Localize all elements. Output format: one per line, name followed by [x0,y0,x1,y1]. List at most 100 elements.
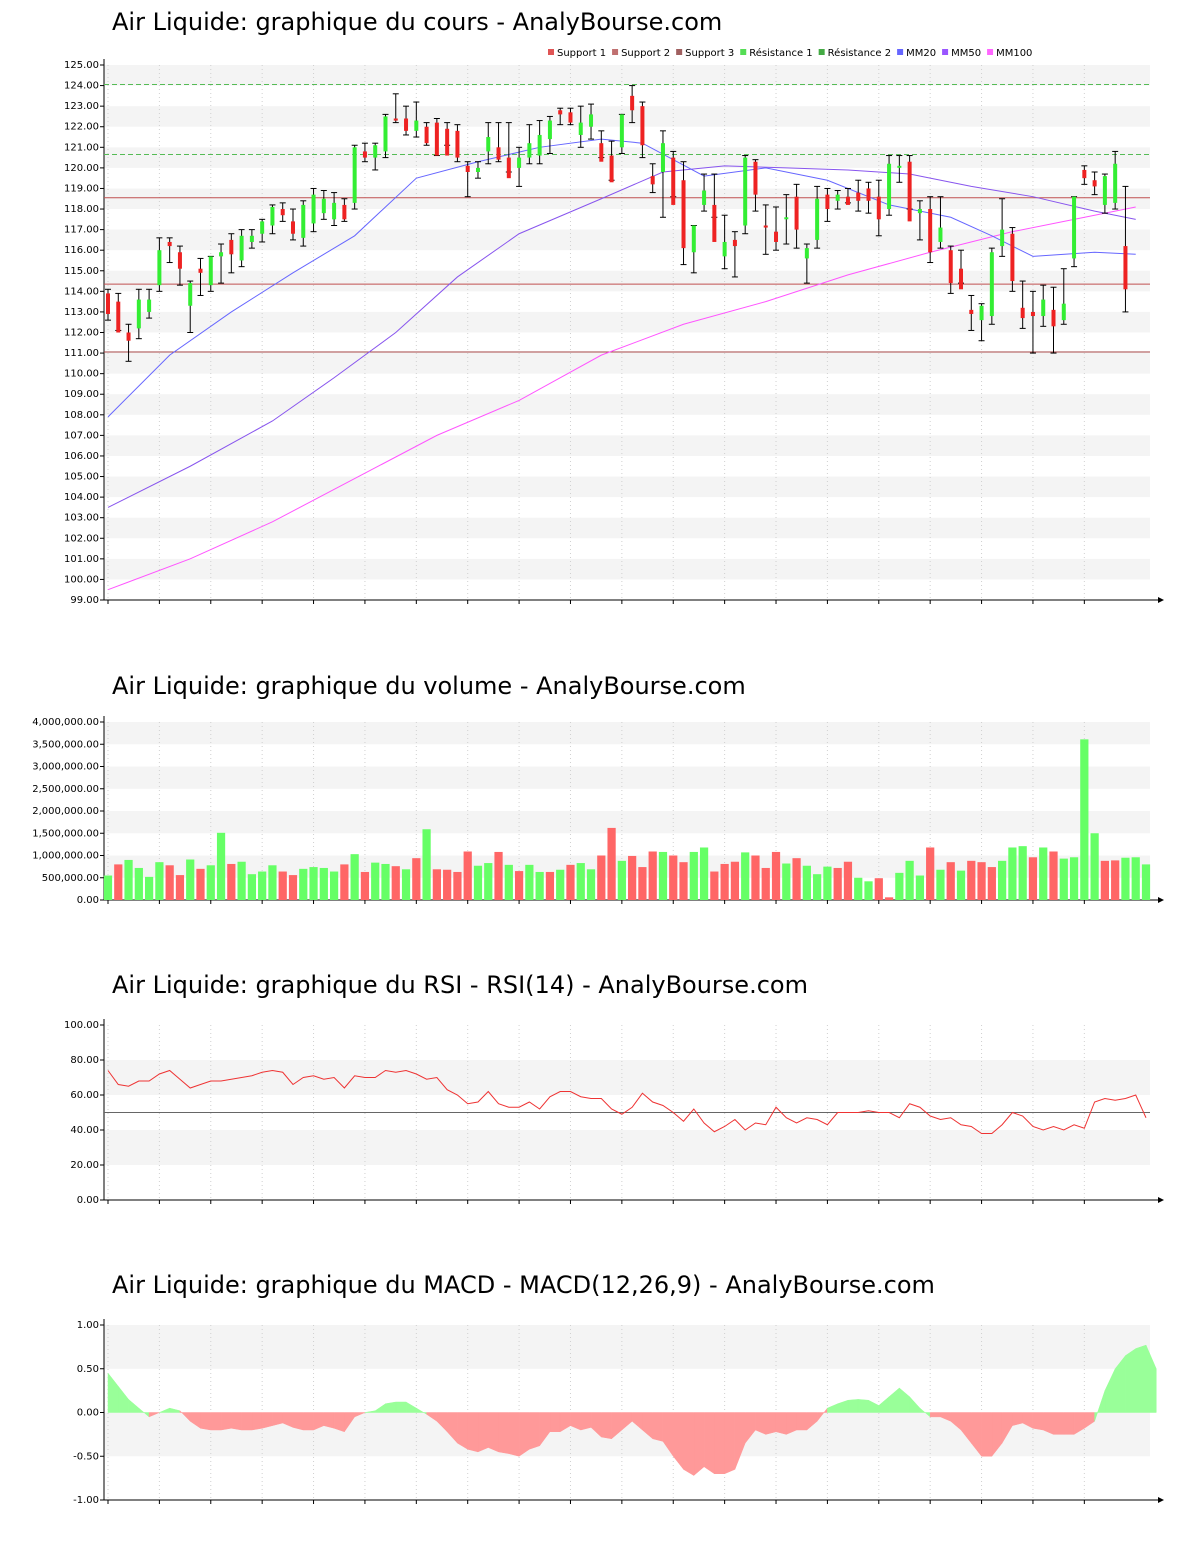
macd-area [1053,1412,1065,1435]
volume-bar [864,881,873,900]
candle-body [1000,229,1005,247]
volume-bar [350,854,359,900]
macd-area [580,1412,592,1431]
candle-body [660,143,665,172]
volume-bar [216,832,226,900]
candle-body [609,155,614,183]
volume-bar [124,859,133,900]
y-tick-label: 113.00 [64,307,99,318]
y-tick-label: 0.00 [77,895,99,906]
y-tick-label: 0.50 [77,1364,99,1375]
macd-area [1104,1368,1116,1413]
y-tick-label: 120.00 [64,163,99,174]
plot-band [104,435,1150,456]
legend-swatch [740,49,747,55]
y-tick-label: 111.00 [64,348,99,359]
volume-bar [658,851,668,900]
volume-bar [453,871,462,900]
candle-body [589,114,594,127]
volume-bar [278,871,287,900]
macd-area [1145,1345,1157,1413]
y-tick-label: 80.00 [70,1055,99,1066]
candle-body [1102,176,1107,205]
candle-body [290,221,295,234]
volume-bar [155,862,164,900]
y-tick-label: 109.00 [64,389,99,400]
candle-body [568,112,573,123]
plot-band [104,1325,1150,1369]
y-tick-label: 20.00 [70,1160,99,1171]
volume-bar [443,869,452,900]
macd-area [128,1398,140,1413]
macd-area [1135,1344,1147,1413]
candle-body [1123,246,1128,290]
candle-body [743,157,748,226]
macd-area [734,1412,746,1470]
candle-body [424,126,429,144]
volume-bar [771,851,781,900]
candle-body [845,196,850,205]
candle-body [260,221,265,234]
plot-band [104,188,1150,210]
macd-area [354,1412,366,1418]
x-axis-arrow [1158,1497,1164,1503]
macd-area [652,1412,664,1442]
volume-bar [854,877,863,900]
macd-area [261,1412,273,1429]
rsi-line [107,1069,1147,1134]
y-tick-label: 123.00 [64,101,99,112]
y-tick-label: 119.00 [64,183,99,194]
volume-bar [905,860,914,900]
candle-body [496,147,501,160]
volume-bar [299,868,308,900]
volume-bar [597,855,606,900]
macd-area [857,1399,869,1413]
macd-area [374,1403,386,1413]
y-tick-label: -0.50 [73,1451,99,1462]
candle-body [486,137,491,152]
candle-body [167,241,172,247]
candle-body [948,250,953,284]
plot-band [104,722,1150,745]
price-chart: 99.00 100.00 101.00 102.00 103.00 104.00 105.0… [64,47,1164,606]
candle-body [136,299,141,329]
y-tick-label: 3,500,000.00 [32,739,99,750]
macd-area [488,1412,499,1453]
macd-area [148,1412,160,1418]
y-tick-label: 115.00 [64,266,99,277]
volume-bar [114,864,123,900]
y-tick-label: 2,000,000.00 [32,806,99,817]
legend-swatch [676,49,683,55]
candle-body [414,120,419,131]
volume-bar [371,862,380,900]
volume-bar [915,875,925,900]
candle-body [856,192,861,201]
volume-bar [340,864,349,900]
volume-bar [514,871,524,900]
volume-bar [1131,857,1140,900]
candle-body [702,190,707,205]
volume-bar [1028,857,1038,900]
plot-band [104,106,1150,127]
volume-bar [381,863,390,900]
volume-bar [494,851,503,900]
volume-bar [669,855,678,900]
volume-bar [936,869,945,900]
legend-swatch [942,49,949,55]
candle-body [794,196,799,230]
legend-swatch [897,49,904,55]
volume-bar [823,866,832,900]
macd-area [672,1412,684,1471]
macd-area [775,1412,787,1435]
volume-bar [638,867,647,900]
volume-bar [730,861,740,900]
macd-area [159,1407,170,1413]
legend-label: Support 3 [685,48,734,59]
macd-area [333,1412,345,1433]
macd-area [1125,1348,1136,1413]
macd-area [210,1412,222,1431]
volume-bar [432,869,441,900]
y-tick-label: 100.00 [64,1020,99,1031]
volume-bar [1090,833,1099,900]
candle-body [527,143,532,158]
